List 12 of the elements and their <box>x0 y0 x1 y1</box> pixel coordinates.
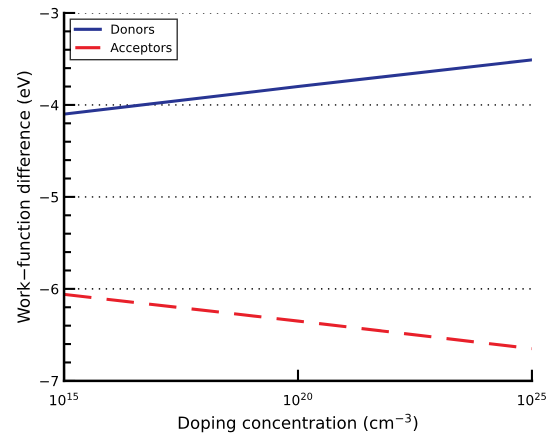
y-tick-label: −7 <box>40 376 58 386</box>
y-tick-label: −6 <box>40 284 58 294</box>
y-tick-label: −3 <box>40 8 58 18</box>
x-axis-title: Doping concentration (cm$^{−3}$) <box>178 414 418 432</box>
legend-label: Acceptors <box>110 42 172 55</box>
y-axis-title: Work−function difference (eV) <box>17 72 32 324</box>
y-tick-label: −4 <box>40 100 58 110</box>
legend-label: Donors <box>112 24 154 34</box>
x-tick-label: 10$^{25}$ <box>518 392 546 406</box>
x-tick-label: 10$^{15}$ <box>50 392 78 406</box>
y-tick-label: −5 <box>40 192 58 202</box>
x-tick-label: 10$^{20}$ <box>284 392 312 406</box>
